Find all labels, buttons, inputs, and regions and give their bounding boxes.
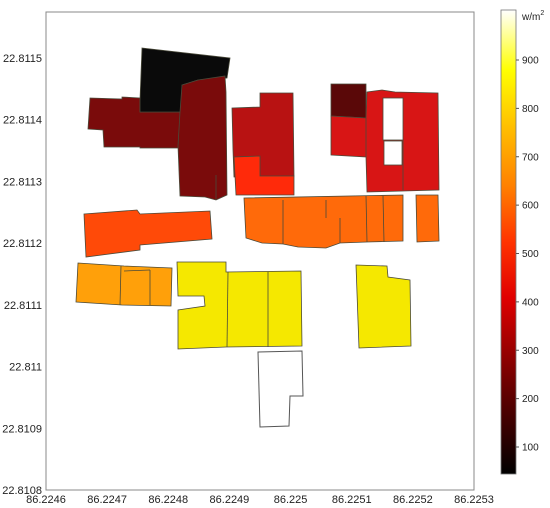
colorbar-ticks: 900 800 700 600 500 400 300 200 100	[516, 56, 539, 454]
colorbar-tick-label: 800	[522, 104, 539, 115]
building-orange-right	[415, 194, 440, 243]
colorbar-tick-label: 500	[522, 249, 539, 260]
colorbar-tick-label: 700	[522, 152, 539, 163]
x-tick-label: 86.225	[274, 494, 308, 506]
y-tick-label: 22.8114	[3, 115, 42, 127]
courtyard-1	[382, 97, 404, 141]
building-dividers	[119, 118, 404, 348]
building-dark-red-tall	[177, 75, 228, 201]
building-orange-left	[83, 209, 213, 258]
x-tick-label: 86.2252	[393, 494, 433, 506]
y-tick-label: 22.8112	[3, 238, 42, 250]
building-yellow-middle	[176, 261, 303, 350]
x-tick-label: 86.2246	[26, 494, 66, 506]
x-tick-label: 86.2249	[210, 494, 250, 506]
building-yellow-right	[355, 264, 412, 349]
building-no-data	[257, 350, 304, 428]
y-tick-label: 22.811	[9, 362, 42, 374]
y-tick-label: 22.8115	[3, 53, 42, 65]
building-orange-middle	[243, 194, 404, 249]
y-axis-ticks: 22.8115 22.8114 22.8113 22.8112 22.8111 22.81…	[2, 53, 42, 497]
colorbar	[500, 9, 517, 475]
x-tick-label: 86.2251	[332, 494, 372, 506]
x-tick-label: 86.2247	[87, 494, 127, 506]
colorbar-unit: w/m2	[521, 10, 544, 23]
building-red-middle	[231, 92, 295, 178]
x-tick-label: 86.2248	[148, 494, 188, 506]
x-tick-label: 86.2253	[454, 494, 494, 506]
colorbar-tick-label: 300	[522, 346, 539, 357]
building-light-orange	[75, 262, 173, 307]
colorbar-tick-label: 600	[522, 201, 539, 212]
y-tick-label: 22.8113	[3, 176, 42, 188]
x-axis-ticks: 86.2246 86.2247 86.2248 86.2249 86.225 86.225…	[26, 494, 494, 506]
courtyard-2	[383, 140, 403, 166]
colorbar-tick-label: 400	[522, 297, 539, 308]
y-tick-label: 22.8111	[4, 300, 42, 312]
colorbar-tick-label: 100	[522, 443, 539, 454]
colorbar-tick-label: 200	[522, 394, 539, 405]
building-bright-red	[233, 155, 295, 196]
colorbar-tick-label: 900	[522, 56, 539, 67]
y-tick-label: 22.8109	[2, 423, 42, 435]
building-dark-red-tiny	[330, 83, 367, 119]
y-tick-label: 22.8108	[2, 485, 42, 497]
